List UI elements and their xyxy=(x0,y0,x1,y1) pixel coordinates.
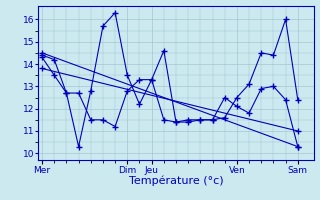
X-axis label: Température (°c): Température (°c) xyxy=(129,176,223,186)
